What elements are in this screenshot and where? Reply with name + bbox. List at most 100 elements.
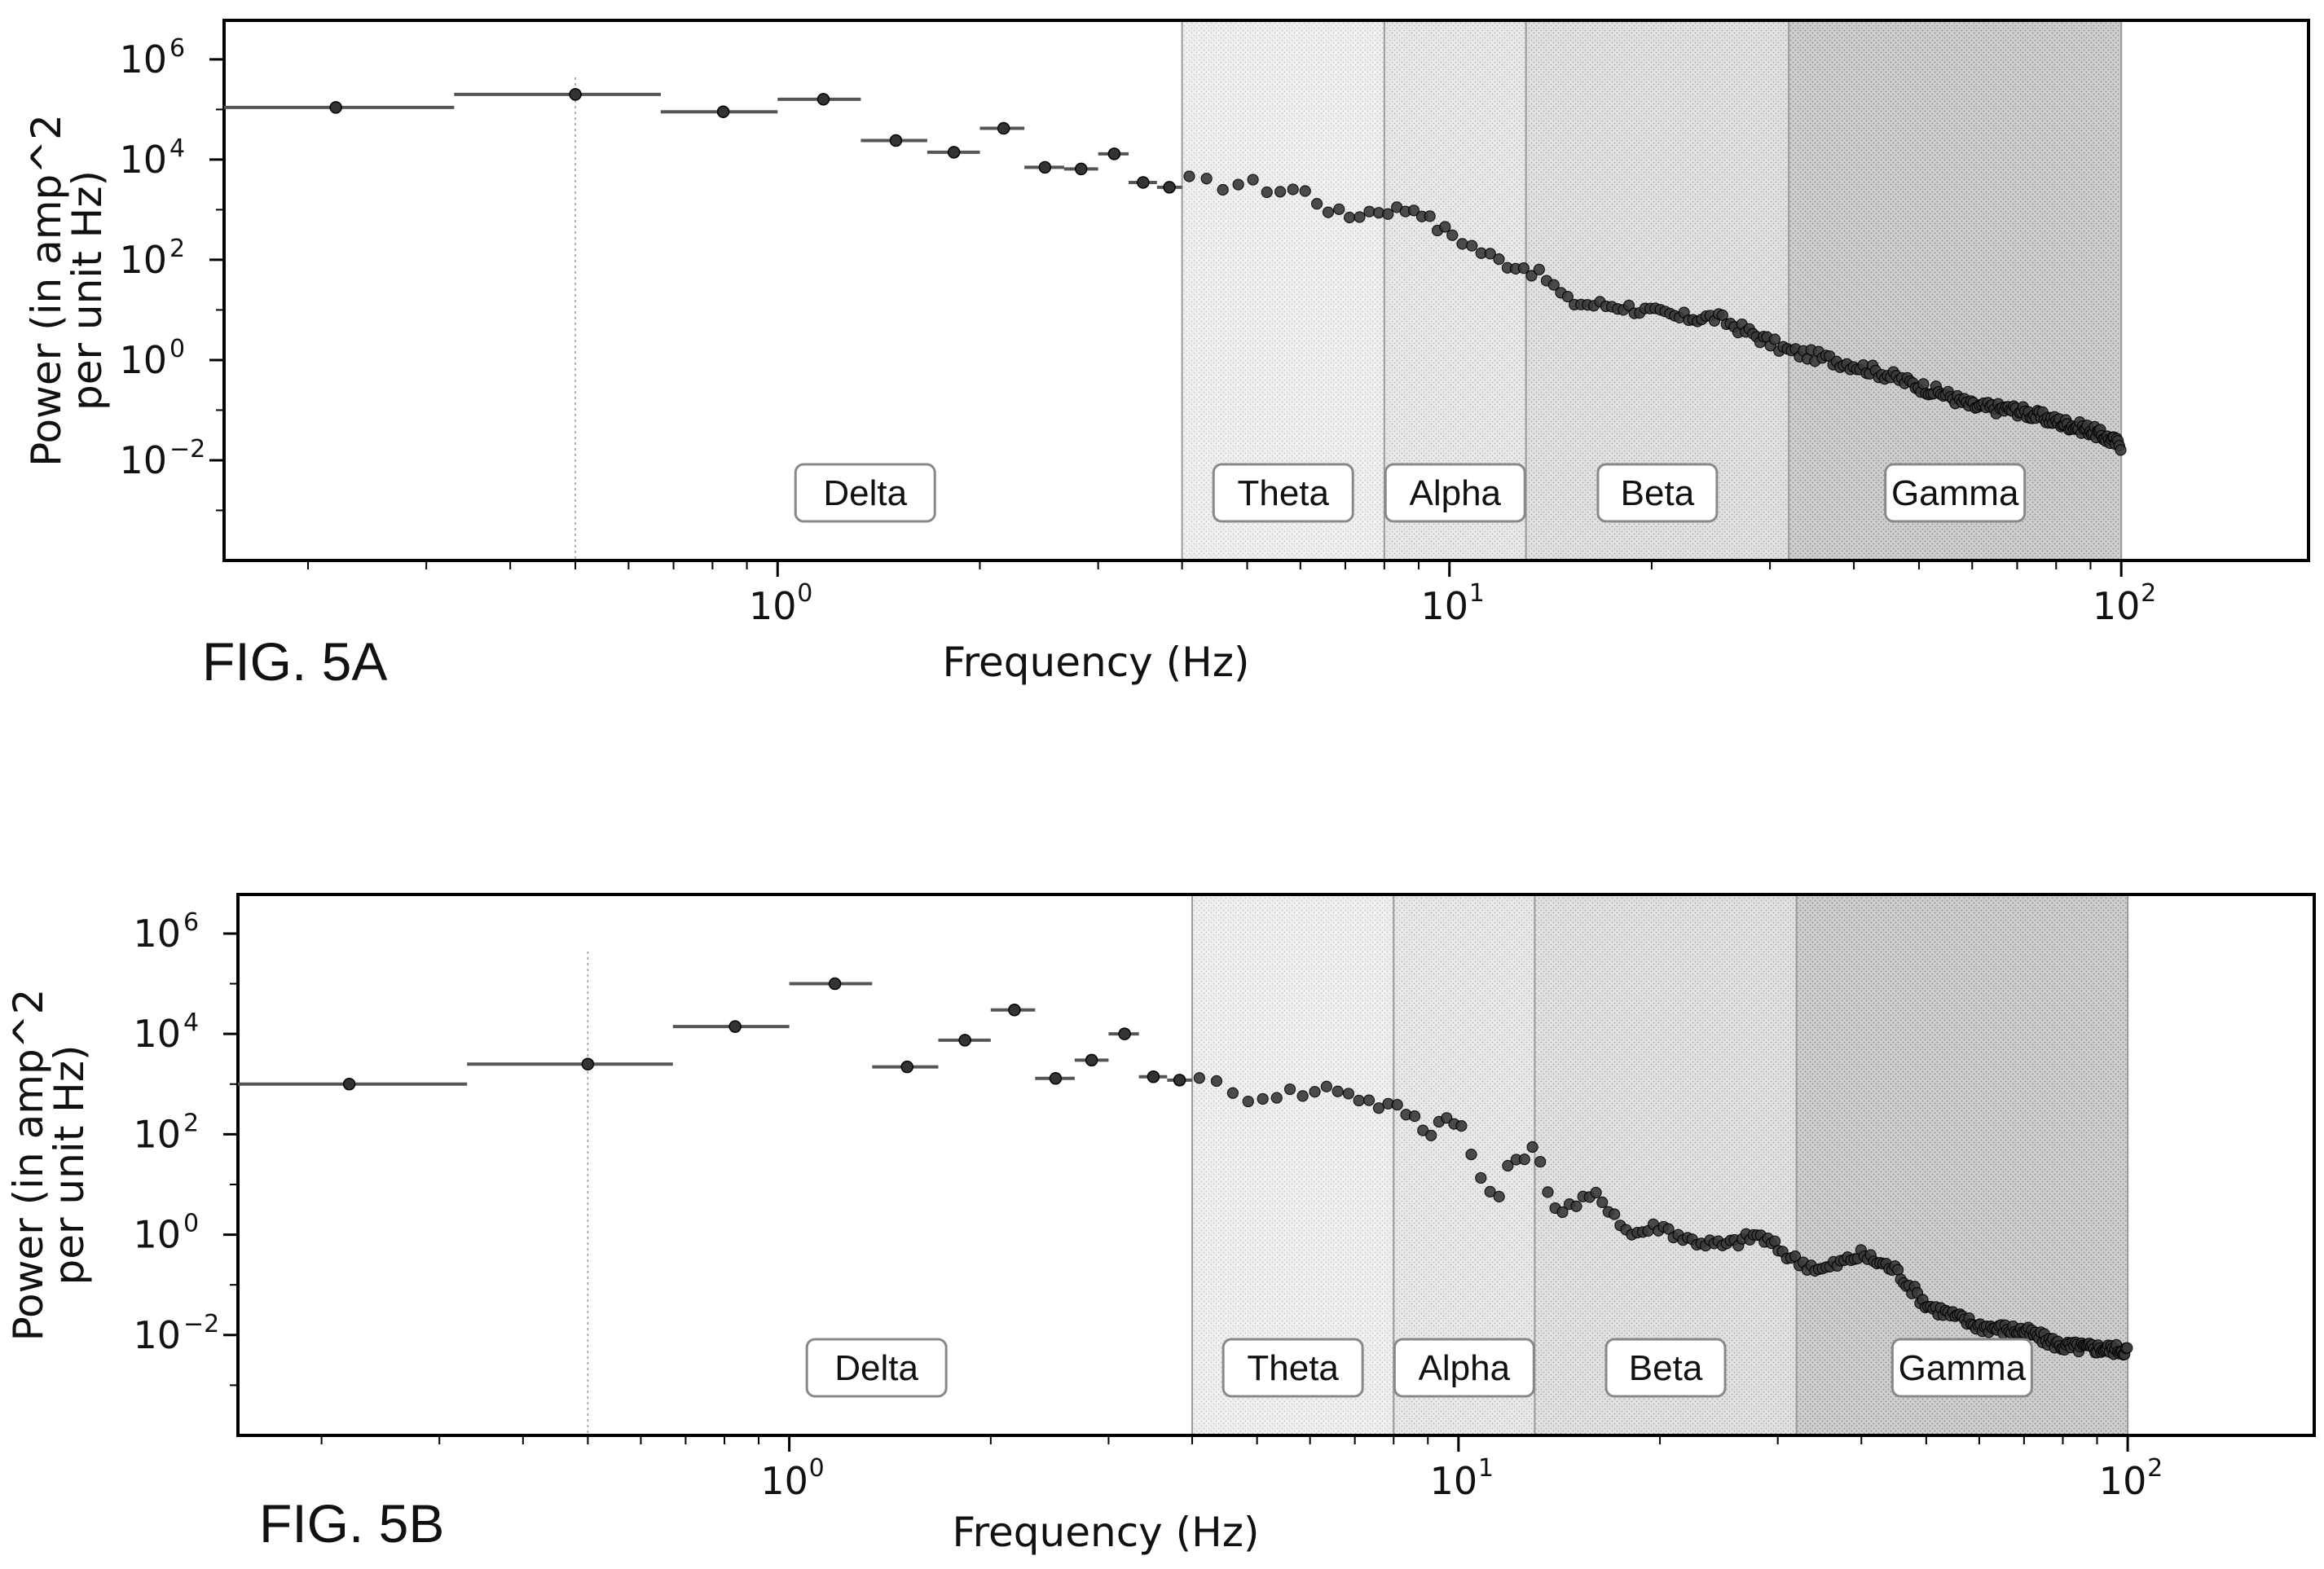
y-tick-exponent: 6: [183, 908, 199, 937]
bin-point: [1147, 1070, 1160, 1083]
spectrum-point: [1391, 1098, 1403, 1111]
spectrum-point: [1475, 1171, 1487, 1184]
bin-point: [581, 1057, 595, 1070]
y-tick-exponent: 0: [169, 335, 185, 363]
spectrum-point: [1322, 206, 1335, 218]
bin-point: [1038, 160, 1052, 174]
spectrum-point: [1502, 1159, 1514, 1172]
spectrum-point: [1372, 1102, 1385, 1114]
band-label-box: [1884, 463, 2027, 523]
band-label-box: [1384, 463, 1526, 523]
band-label-theta: Theta: [1247, 1348, 1339, 1388]
plot-frame: [236, 893, 2316, 1437]
spectrum-point: [1596, 1196, 1609, 1209]
spectrum-point: [1362, 1094, 1375, 1106]
x-tick-label: 10: [2093, 584, 2141, 628]
spectrum-point: [1299, 185, 1311, 197]
band-label-box: [1212, 463, 1354, 523]
spectrum-point: [1456, 238, 1468, 250]
y-tick-label: 10: [119, 338, 167, 382]
y-tick-label: 10: [119, 37, 167, 81]
x-tick-exponent: 2: [2141, 579, 2156, 608]
x-tick-exponent: 1: [1478, 1454, 1494, 1483]
spectrum-point: [1622, 299, 1635, 312]
spectrum-point: [1283, 1083, 1296, 1096]
band-label-box: [794, 463, 936, 523]
spectrum-point: [1226, 1087, 1239, 1099]
spectrum-point: [1363, 205, 1375, 218]
spectrum-point: [1768, 333, 1781, 345]
y-tick-label: 10: [119, 438, 167, 482]
y-axis-label-line: Power (in amp^2: [5, 989, 52, 1342]
spectrum-point: [1232, 178, 1244, 191]
spectrum-point: [1353, 211, 1366, 223]
band-label-box: [1604, 1338, 1727, 1398]
y-tick-exponent: 4: [183, 1009, 199, 1037]
band-label-box: [805, 1338, 948, 1398]
x-tick-label: 10: [2099, 1459, 2147, 1503]
spectrum-point: [1311, 198, 1323, 210]
band-label-delta: Delta: [834, 1348, 918, 1388]
spectrum-point: [1257, 1092, 1269, 1105]
spectrum-point: [1343, 211, 1356, 224]
band-label-alpha: Alpha: [1419, 1348, 1511, 1388]
spectrum-point: [1590, 1186, 1602, 1199]
spectrum-point: [1455, 1120, 1468, 1132]
band-label-box: [1596, 463, 1719, 523]
x-axis-label: Frequency (Hz): [942, 639, 1249, 686]
spectrum-point: [1210, 1075, 1223, 1088]
spectrum-point: [1331, 1085, 1344, 1097]
bin-point: [1173, 1074, 1186, 1087]
spectrum-point: [1439, 221, 1451, 233]
band-label-delta: Delta: [823, 473, 907, 513]
spectrum-point: [1542, 1186, 1554, 1198]
bin-point: [947, 146, 961, 159]
spectrum-point: [1525, 270, 1538, 282]
bin-point: [900, 1060, 913, 1074]
spectrum-point: [1466, 240, 1478, 252]
bin-point: [816, 93, 830, 106]
spectrum-point: [1891, 1264, 1904, 1276]
spectrum-point: [2121, 1342, 2133, 1354]
bin-point: [828, 977, 842, 991]
spectrum-point: [1274, 186, 1287, 198]
y-tick-label: 10: [133, 1213, 181, 1257]
spectrum-point: [1526, 1140, 1538, 1154]
band-label-theta: Theta: [1237, 473, 1329, 513]
spectrum-point: [1261, 186, 1273, 199]
x-tick-exponent: 2: [2147, 1454, 2163, 1483]
y-tick-exponent: −2: [169, 435, 205, 464]
x-tick-label: 10: [1420, 584, 1468, 628]
bin-point: [1107, 147, 1121, 160]
y-tick-exponent: 2: [169, 235, 185, 263]
bin-point: [958, 1034, 971, 1047]
figure-label: FIG. 5A: [202, 631, 387, 692]
spectrum-point: [1247, 174, 1259, 186]
spectrum-point: [1287, 183, 1299, 196]
spectrum-point: [1662, 1223, 1675, 1235]
x-tick-label: 10: [1430, 1459, 1478, 1503]
y-tick-label: 10: [133, 912, 181, 956]
bin-point: [1085, 1053, 1098, 1067]
spectrum-point: [1917, 378, 1930, 390]
band-label-alpha: Alpha: [1409, 473, 1501, 513]
spectrum-point: [1424, 210, 1436, 222]
bin-point: [1163, 181, 1176, 194]
x-axis-label: Frequency (Hz): [952, 1509, 1259, 1556]
y-tick-label: 10: [119, 138, 167, 182]
y-tick-label: 10: [133, 1313, 181, 1357]
band-label-box: [1890, 1338, 2033, 1398]
spectrum-point: [1547, 279, 1560, 291]
y-tick-exponent: 2: [183, 1109, 199, 1137]
spectrum-point: [1609, 1208, 1621, 1220]
spectrum-point: [1333, 203, 1345, 215]
x-tick-exponent: 0: [797, 579, 812, 608]
spectrum-point: [1534, 1155, 1547, 1168]
band-label-gamma: Gamma: [1899, 1348, 2027, 1388]
bin-point: [1008, 1004, 1021, 1017]
y-tick-exponent: 0: [183, 1210, 199, 1238]
spectrum-point: [1570, 1200, 1582, 1212]
spectrum-point: [1200, 173, 1213, 185]
